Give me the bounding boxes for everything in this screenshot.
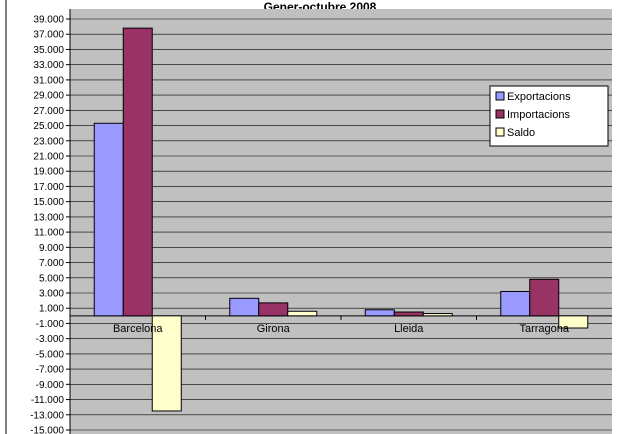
y-tick-label: -3.000 xyxy=(36,334,65,345)
y-tick-label: -15.000 xyxy=(30,426,64,434)
y-tick-label: -5.000 xyxy=(36,349,65,360)
plot-area: 39.000 37.000 35.000 33.000 31.000 29.000 27.0… xyxy=(5,0,612,434)
y-tick-label: 9.000 xyxy=(39,243,64,254)
y-tick-label: 23.000 xyxy=(33,136,64,147)
chart-legend: Exportacions Importacions Saldo xyxy=(489,85,609,147)
y-tick-label: 5.000 xyxy=(39,273,64,284)
bar-exportacions-girona xyxy=(229,297,260,317)
legend-swatch xyxy=(495,91,505,101)
y-tick-label: 21.000 xyxy=(33,152,64,163)
y-tick-label: 37.000 xyxy=(33,30,64,41)
bar-importacions-barcelona xyxy=(122,27,153,317)
y-tick-label: 19.000 xyxy=(33,167,64,178)
y-tick-label: 31.000 xyxy=(33,75,64,86)
bar-saldo-girona xyxy=(287,310,318,317)
y-tick-label: 11.000 xyxy=(34,228,64,239)
x-tick-label: Tarragona xyxy=(519,323,569,335)
y-tick-label: 13.000 xyxy=(33,212,64,223)
legend-box xyxy=(489,85,609,147)
bar-exportacions-lleida xyxy=(364,309,395,317)
y-tick-label: 39.000 xyxy=(33,15,64,26)
legend-label: Exportacions xyxy=(507,91,571,103)
y-tick-label: 17.000 xyxy=(33,182,64,193)
bar-importacions-girona xyxy=(258,302,289,317)
legend-swatch xyxy=(495,109,505,119)
bar-exportacions-tarragona xyxy=(500,290,531,317)
x-tick-label: Girona xyxy=(257,323,291,335)
y-tick-label: -9.000 xyxy=(36,380,65,391)
y-tick-label: 27.000 xyxy=(33,106,64,117)
y-tick-label: 25.000 xyxy=(33,121,64,132)
legend-label: Importacions xyxy=(507,109,570,121)
y-tick-label: 35.000 xyxy=(33,45,64,56)
y-tick-label: 29.000 xyxy=(33,91,64,102)
bar-exportacions-barcelona xyxy=(93,122,124,317)
bar-saldo-barcelona xyxy=(151,315,182,412)
y-tick-label: -1.000 xyxy=(36,319,65,330)
y-tick-label: 3.000 xyxy=(39,289,64,300)
y-tick-label: -13.000 xyxy=(30,410,64,421)
y-tick-label: -11.000 xyxy=(31,395,65,406)
bar-importacions-lleida xyxy=(393,311,424,317)
y-tick-label: 1.000 xyxy=(39,304,64,315)
y-tick-label: 7.000 xyxy=(39,258,64,269)
y-tick-label: 15.000 xyxy=(33,197,64,208)
x-tick-label: Barcelona xyxy=(113,323,163,335)
y-tick-label: 33.000 xyxy=(33,60,64,71)
x-tick-label: Lleida xyxy=(394,323,424,335)
bar-saldo-lleida xyxy=(422,313,453,317)
bar-saldo-tarragona xyxy=(558,315,589,329)
legend-label: Saldo xyxy=(507,127,535,139)
bar-importacions-tarragona xyxy=(529,278,560,317)
y-tick-label: -7.000 xyxy=(36,365,65,376)
legend-swatch xyxy=(495,127,505,137)
